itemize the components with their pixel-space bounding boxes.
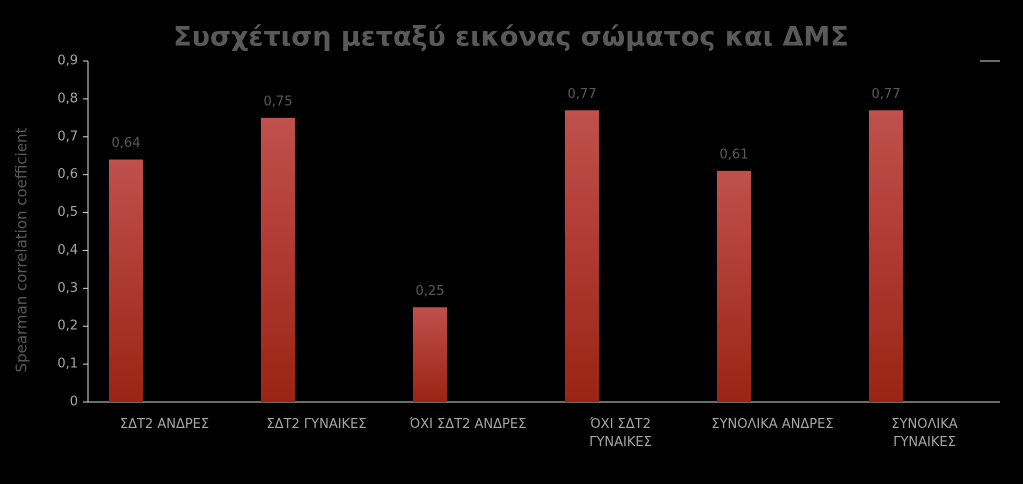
bar [413,307,447,402]
y-axis-label: Spearman correlation coefficient [13,127,31,372]
value-label: 0,77 [568,87,597,102]
x-tick-label: ΣΔΤ2 ΓΥΝΑΙΚΕΣ [266,417,367,432]
bar [565,110,599,402]
y-tick-label: 0,3 [57,281,78,296]
x-tick-label: ΣΥΝΟΛΙΚΑ ΑΝΔΡΕΣ [711,417,834,432]
value-label: 0,61 [720,147,749,162]
bar [717,170,751,402]
y-tick-label: 0,5 [57,205,78,220]
bar [261,117,295,402]
y-tick-label: 0,4 [57,243,78,258]
x-tick-label: ΣΥΝΟΛΙΚΑ ΓΥΝΑΙΚΕΣ [891,417,958,450]
chart-title: Συσχέτιση μεταξύ εικόνας σώματος και ΔΜΣ [173,22,848,53]
value-label: 0,64 [112,136,141,151]
value-label: 0,75 [264,94,293,109]
y-tick-label: 0,7 [57,129,78,144]
x-tick-label: ΣΔΤ2 ΑΝΔΡΕΣ [119,417,210,432]
y-tick-label: 0,6 [57,167,78,182]
value-label: 0,25 [416,284,445,299]
y-tick-label: 0,8 [57,91,78,106]
y-tick-label: 0 [70,395,78,410]
bar [869,110,903,402]
value-label: 0,77 [872,87,901,102]
y-tick-label: 0,2 [57,319,78,334]
x-tick-label: ΌΧΙ ΣΔΤ2 ΑΝΔΡΕΣ [409,417,527,432]
bar [109,159,143,402]
y-tick-label: 0,9 [57,54,78,69]
x-tick-label: ΌΧΙ ΣΔΤ2 ΓΥΝΑΙΚΕΣ [589,417,652,450]
y-tick-label: 0,1 [57,357,78,372]
